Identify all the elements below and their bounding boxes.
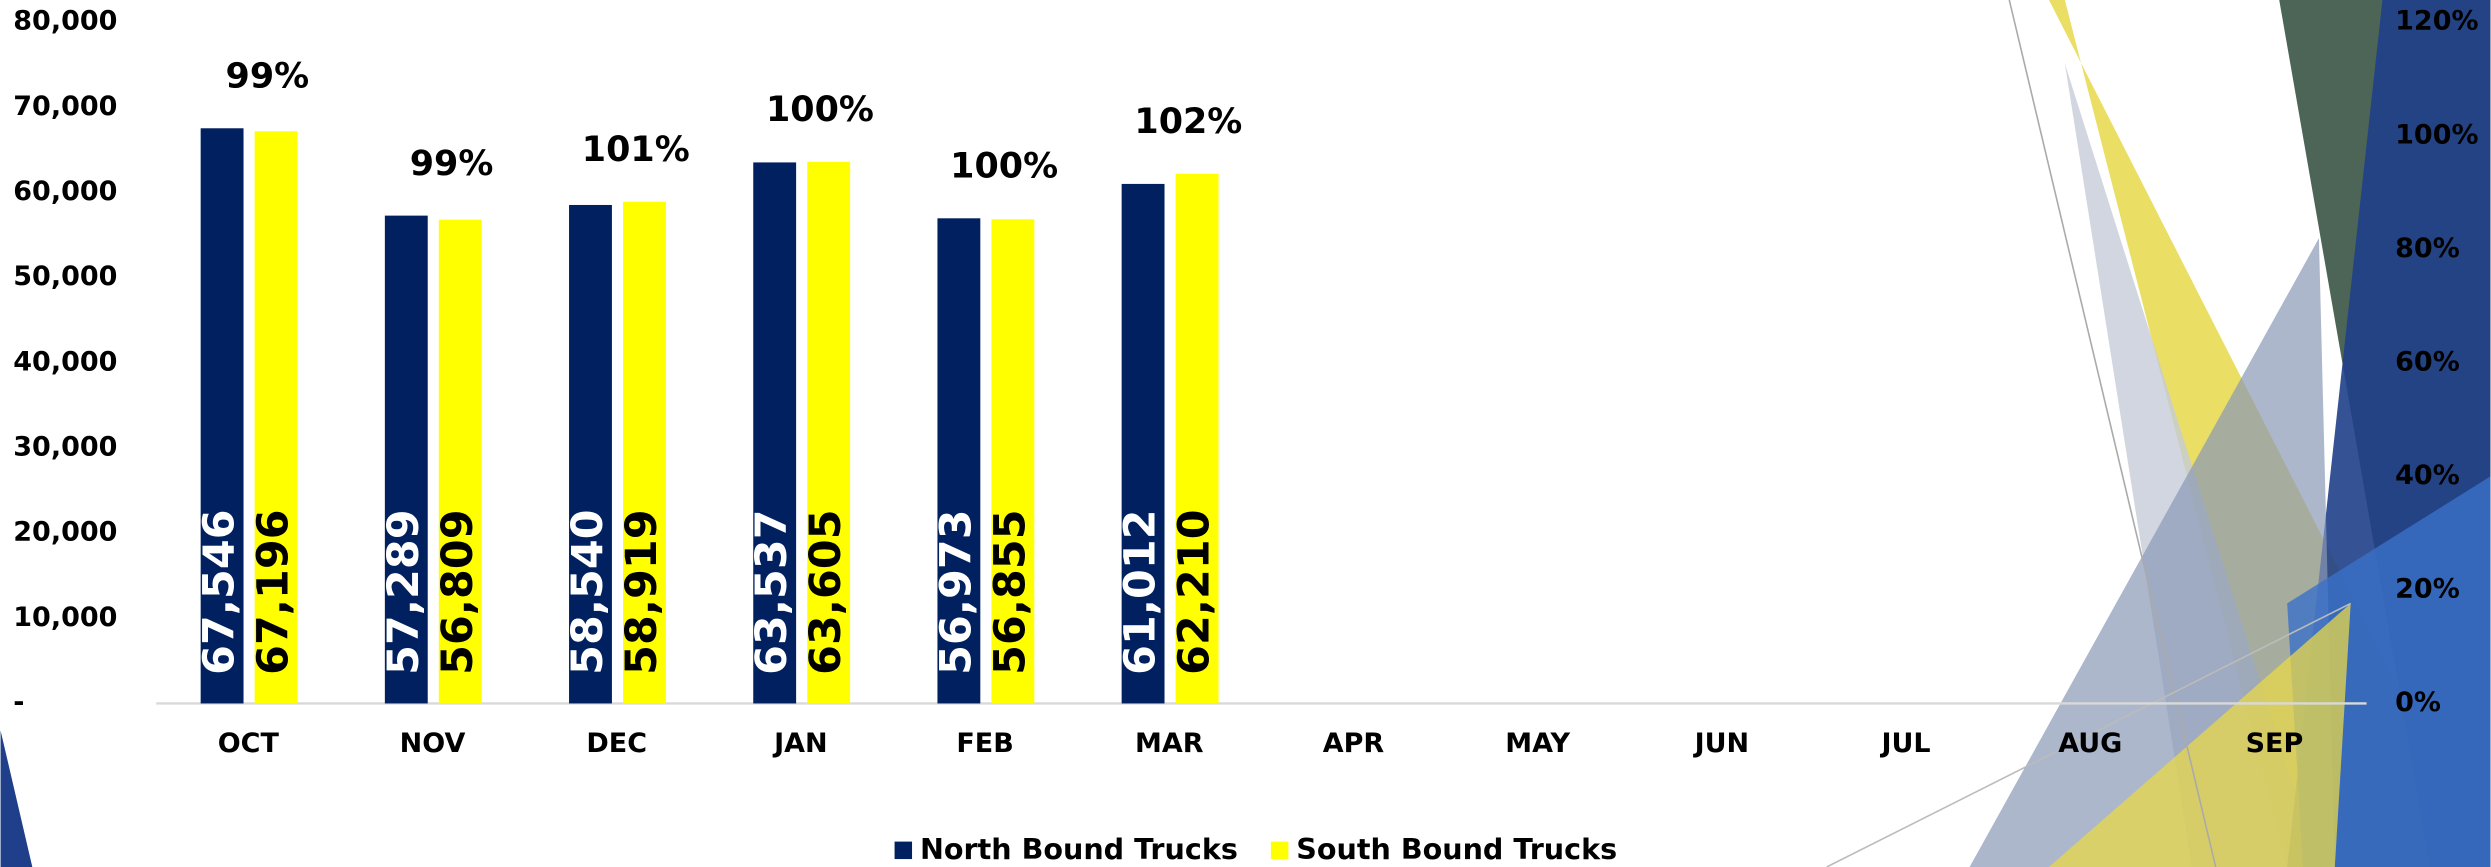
value-label: 62,210 <box>1170 509 1220 674</box>
bar <box>623 201 666 704</box>
x-tick-label: JUL <box>1879 728 1930 759</box>
legend: North Bound Trucks South Bound Trucks <box>894 832 1617 866</box>
y-tick-label: 20,000 <box>13 517 117 548</box>
y-tick-label: 30,000 <box>13 431 117 462</box>
value-label: 63,605 <box>801 509 851 674</box>
pair-label: 102% <box>1134 102 1242 142</box>
value-label: 67,196 <box>249 509 299 674</box>
pair-label: 99% <box>226 56 310 96</box>
bar <box>753 162 797 704</box>
legend-label: South Bound Trucks <box>1296 832 1617 866</box>
bar <box>384 215 428 704</box>
y2-tick-label: 40% <box>2395 460 2460 491</box>
value-label: 58,919 <box>617 509 667 674</box>
y2-tick-label: 60% <box>2395 346 2460 377</box>
y2-tick-label: 100% <box>2395 119 2478 150</box>
value-label: 63,537 <box>747 509 797 674</box>
x-tick-label: JUN <box>1693 728 1750 759</box>
bar <box>569 204 612 704</box>
legend-swatch <box>1270 841 1289 860</box>
y-tick-label: 40,000 <box>13 346 117 377</box>
x-tick-label: APR <box>1323 728 1385 759</box>
y2-tick-label: 80% <box>2395 233 2460 264</box>
value-label: 57,289 <box>379 509 429 674</box>
y-tick-label: 70,000 <box>13 91 117 122</box>
x-tick-label: AUG <box>2058 728 2122 759</box>
pair-label: 100% <box>766 90 874 130</box>
pair-label: 101% <box>582 130 690 170</box>
x-tick-label: SEP <box>2246 728 2304 759</box>
bar <box>1121 183 1165 704</box>
bar <box>807 161 851 704</box>
y2-tick-label: 120% <box>2395 6 2478 37</box>
bar <box>438 219 482 704</box>
x-tick-label: DEC <box>586 728 647 759</box>
y-tick-label: 80,000 <box>13 6 117 37</box>
value-label: 58,540 <box>563 509 613 674</box>
value-label: 61,012 <box>1116 509 1166 674</box>
x-tick-label: MAR <box>1135 728 1204 759</box>
bar <box>1175 173 1219 704</box>
pair-label: 99% <box>410 144 494 184</box>
bar <box>991 219 1035 704</box>
bar <box>254 131 298 704</box>
x-tick-label: NOV <box>400 728 466 759</box>
x-tick-label: OCT <box>218 728 280 759</box>
value-label: 56,973 <box>931 509 981 674</box>
bar <box>200 128 244 704</box>
value-label: 56,855 <box>985 509 1035 674</box>
bar <box>937 218 981 704</box>
y2-tick-label: 20% <box>2395 573 2460 604</box>
y-tick-label: 60,000 <box>13 176 117 207</box>
x-tick-label: FEB <box>956 728 1013 759</box>
y2-tick-label: 0% <box>2395 687 2441 718</box>
x-tick-label: MAY <box>1505 728 1570 759</box>
value-label: 56,809 <box>433 509 483 674</box>
value-label: 67,546 <box>195 509 245 674</box>
legend-swatch <box>894 841 913 860</box>
pair-label: 100% <box>950 146 1058 186</box>
y-tick-label: 10,000 <box>13 602 117 633</box>
y-tick-label: - <box>13 687 24 718</box>
legend-label: North Bound Trucks <box>920 832 1238 866</box>
x-tick-label: JAN <box>772 728 828 759</box>
y-tick-label: 50,000 <box>13 261 117 292</box>
